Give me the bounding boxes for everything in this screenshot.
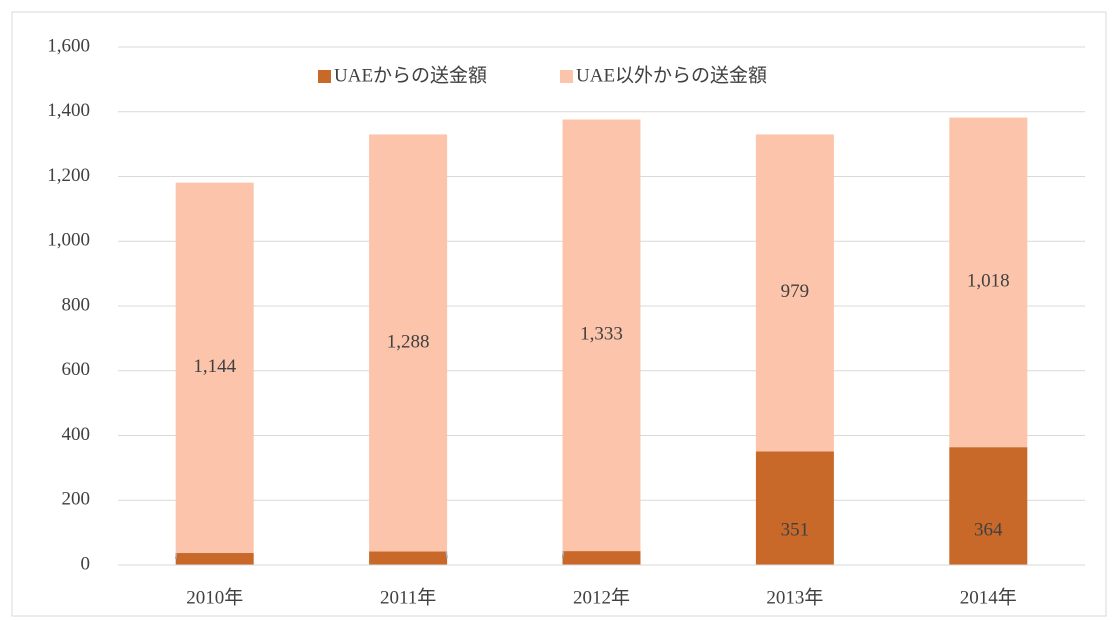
bar-segment <box>369 551 448 565</box>
y-tick-label: 600 <box>62 359 91 380</box>
bar-segment <box>949 117 1028 448</box>
y-tick-label: 200 <box>62 489 91 510</box>
x-tick-label: 2012年 <box>573 586 630 608</box>
bar-segment <box>949 447 1028 565</box>
x-tick-label: 2013年 <box>766 586 823 608</box>
y-tick-label: 400 <box>62 424 91 445</box>
data-label: 1,288 <box>387 331 430 352</box>
legend-label: UAE以外からの送金額 <box>576 64 767 86</box>
bar-segment <box>562 119 641 552</box>
bar-segment <box>562 551 641 565</box>
bar-segment <box>175 553 254 565</box>
y-tick-label: 1,000 <box>47 230 90 251</box>
bar-segment <box>175 182 254 554</box>
legend-swatch <box>318 70 331 83</box>
legend-swatch <box>560 70 573 83</box>
bar-segment <box>369 134 448 552</box>
x-tick-label: 2010年 <box>186 586 243 608</box>
data-label: 1,333 <box>580 324 623 345</box>
data-label: 1,018 <box>967 271 1010 292</box>
data-label: 364 <box>974 519 1003 540</box>
bar-segment <box>755 451 834 565</box>
x-tick-label: 2011年 <box>380 586 436 608</box>
y-tick-label: 800 <box>62 294 91 315</box>
y-tick-label: 0 <box>81 553 91 574</box>
y-tick-label: 1,200 <box>47 165 90 186</box>
data-label: 351 <box>781 519 810 540</box>
data-label: 979 <box>781 281 810 302</box>
y-tick-label: 1,400 <box>47 100 90 121</box>
legend-label: UAEからの送金額 <box>334 64 487 86</box>
bar-segment <box>755 134 834 452</box>
x-tick-label: 2014年 <box>960 586 1017 608</box>
y-tick-label: 1,600 <box>47 35 90 56</box>
data-label: 1,144 <box>193 356 236 377</box>
